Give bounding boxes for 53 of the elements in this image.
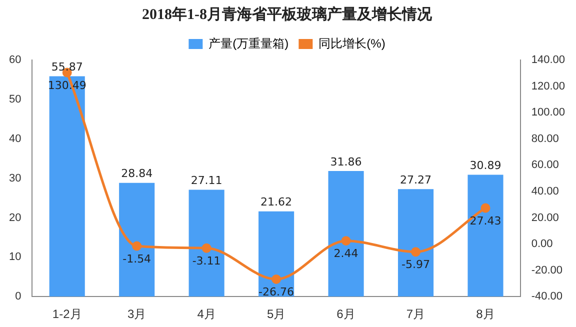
data-label: 27.43 bbox=[470, 214, 502, 228]
data-label: 30.89 bbox=[470, 159, 502, 172]
y2-tick-label: 40.00 bbox=[531, 185, 559, 198]
data-label: -26.76 bbox=[258, 286, 294, 299]
chart-title: 2018年1-8月青海省平板玻璃产量及增长情况 bbox=[142, 4, 433, 23]
data-label: -3.11 bbox=[192, 254, 221, 268]
data-label: 31.86 bbox=[330, 155, 362, 168]
y2-tick-label: -40.00 bbox=[531, 290, 563, 303]
legend-label: 产量(万重量箱) bbox=[208, 36, 289, 50]
data-label: -1.54 bbox=[122, 252, 152, 266]
x-tick-label: 1-2月 bbox=[52, 307, 82, 322]
x-tick-label: 8月 bbox=[476, 307, 495, 322]
data-label: 2.44 bbox=[334, 247, 358, 260]
data-label: 27.11 bbox=[190, 174, 222, 188]
y-tick-label: 10 bbox=[8, 251, 22, 264]
bar bbox=[49, 76, 85, 297]
bar bbox=[468, 174, 504, 297]
x-tick-label: 6月 bbox=[336, 307, 356, 322]
x-tick-label: 3月 bbox=[127, 307, 146, 322]
bar bbox=[328, 170, 364, 297]
data-label: 27.27 bbox=[400, 173, 432, 186]
y2-tick-label: 20.00 bbox=[531, 212, 559, 224]
point bbox=[480, 203, 490, 213]
data-label: 21.62 bbox=[260, 196, 292, 209]
point bbox=[272, 274, 282, 284]
y2-tick-label: 100.00 bbox=[531, 106, 566, 119]
y2-tick-label: 120.00 bbox=[531, 80, 566, 92]
bar bbox=[119, 182, 155, 297]
y-tick-label: 20 bbox=[8, 212, 22, 224]
y2-tick-label: 80.00 bbox=[531, 132, 559, 145]
y2-tick-label: 60.00 bbox=[531, 159, 559, 172]
y-tick-label: 30 bbox=[8, 172, 22, 184]
y2-tick-label: -20.00 bbox=[531, 264, 563, 276]
y-tick-label: 0 bbox=[15, 290, 22, 303]
bar bbox=[258, 211, 294, 297]
bar bbox=[188, 190, 224, 297]
y-tick-label: 50 bbox=[8, 93, 22, 106]
x-tick-label: 4月 bbox=[197, 307, 216, 322]
point bbox=[411, 247, 421, 257]
legend-label: 同比增长(%) bbox=[318, 36, 386, 50]
y2-tick-label: 0.00 bbox=[531, 238, 553, 250]
data-label: 55.87 bbox=[51, 60, 83, 74]
data-label: -5.97 bbox=[402, 258, 430, 272]
point bbox=[132, 241, 142, 251]
bar bbox=[398, 189, 434, 297]
x-tick-label: 7月 bbox=[406, 307, 426, 322]
y-tick-label: 40 bbox=[8, 132, 22, 145]
x-tick-label: 5月 bbox=[266, 307, 286, 322]
y-tick-label: 60 bbox=[8, 54, 22, 66]
data-label: 28.84 bbox=[121, 167, 153, 180]
point bbox=[202, 243, 212, 253]
y2-tick-label: 140.00 bbox=[531, 54, 566, 66]
point bbox=[341, 236, 351, 246]
